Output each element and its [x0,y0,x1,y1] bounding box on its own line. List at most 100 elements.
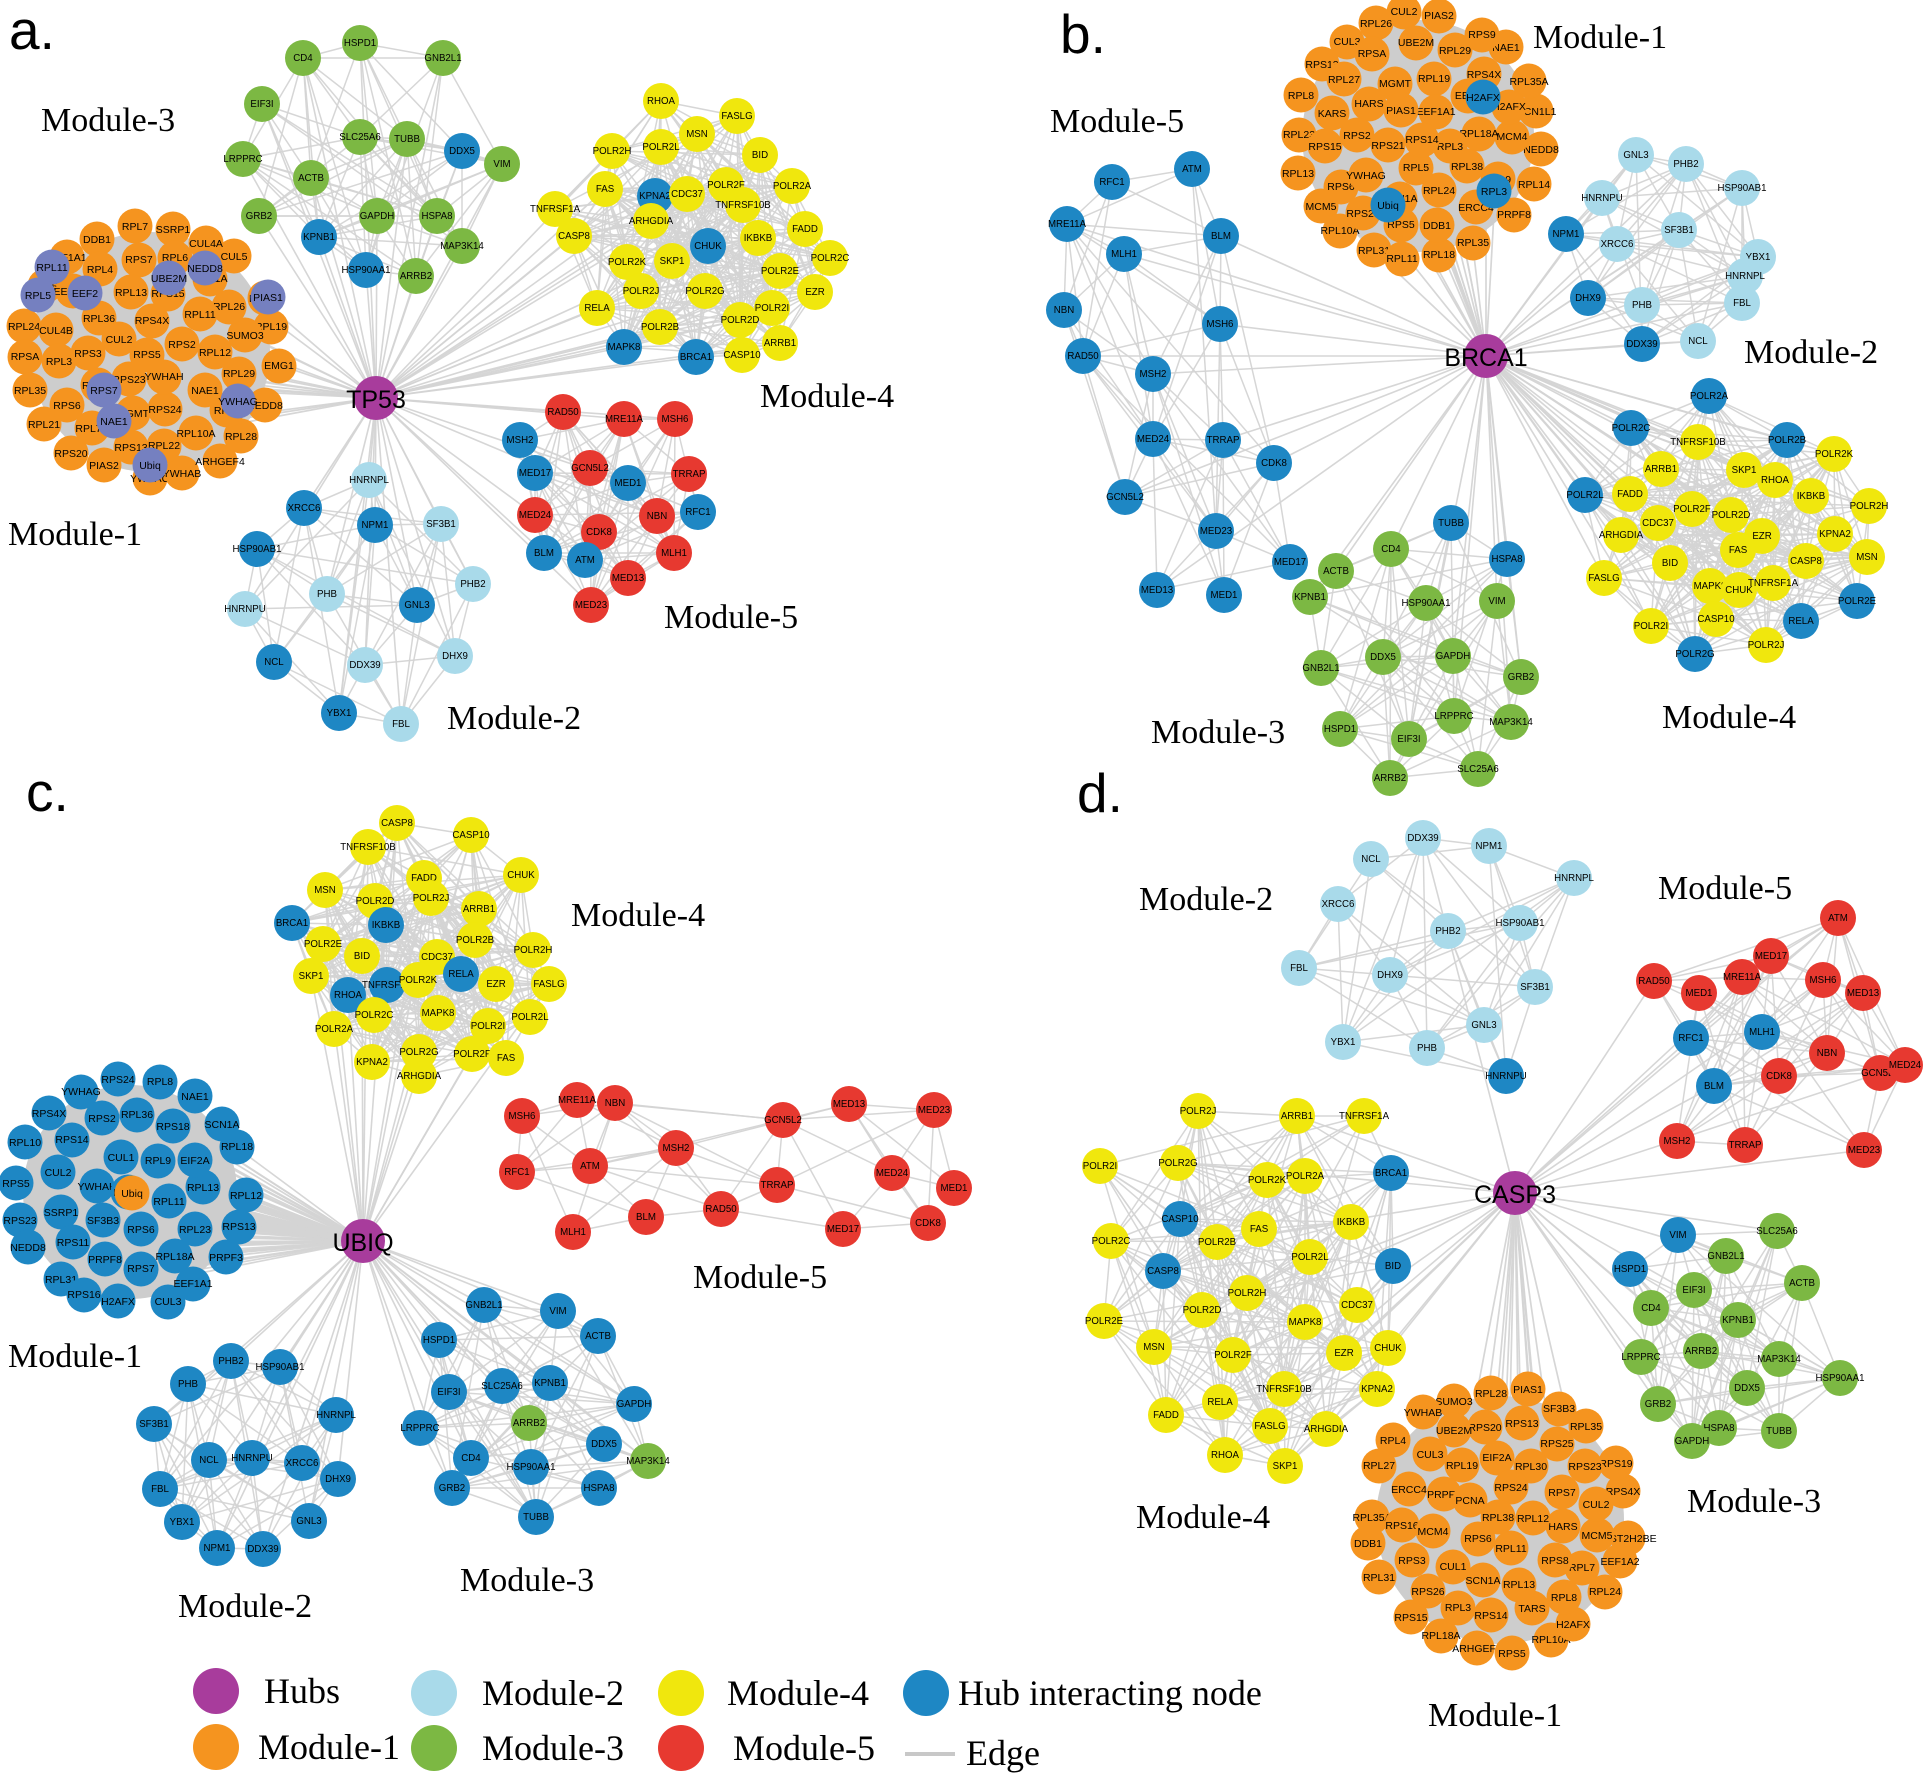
svg-text:MRE11A: MRE11A [558,1095,597,1106]
svg-text:b.: b. [1060,3,1106,65]
svg-text:CUL3: CUL3 [1417,1449,1444,1461]
svg-text:RPL3: RPL3 [1437,141,1463,153]
svg-text:RHOA: RHOA [1761,475,1790,486]
svg-text:MED17: MED17 [1274,557,1306,568]
svg-text:RPL21: RPL21 [28,419,60,431]
svg-text:POLR2H: POLR2H [1850,501,1889,512]
svg-text:CDC37: CDC37 [671,189,703,200]
svg-text:RPL5: RPL5 [25,290,51,302]
svg-text:RPL19: RPL19 [255,321,287,333]
svg-text:RPS4X: RPS4X [32,1108,66,1120]
svg-text:TNFRSF10B: TNFRSF10B [715,200,770,211]
svg-text:EIF3I: EIF3I [250,99,273,110]
svg-text:POLR2J: POLR2J [413,893,450,904]
svg-text:ACTB: ACTB [1789,1278,1815,1289]
svg-text:ERCC4: ERCC4 [1391,1484,1427,1496]
svg-text:Module-2: Module-2 [482,1673,624,1713]
svg-text:RHOA: RHOA [647,96,676,107]
svg-text:CUL2: CUL2 [1391,6,1418,18]
svg-text:RPL31: RPL31 [45,1274,77,1286]
svg-text:H2AFX: H2AFX [1466,92,1500,104]
svg-text:RPL14: RPL14 [1518,179,1550,191]
svg-text:PHB2: PHB2 [460,579,485,590]
svg-text:CASP10: CASP10 [1161,1214,1199,1225]
svg-text:CASP8: CASP8 [558,231,590,242]
svg-text:RPS25: RPS25 [1540,1438,1573,1450]
svg-text:MED1: MED1 [615,478,642,489]
svg-text:GNL3: GNL3 [296,1516,321,1527]
svg-text:PIAS1: PIAS1 [1386,105,1416,117]
svg-text:RPL31: RPL31 [1358,245,1390,257]
svg-text:RPL13: RPL13 [1282,168,1314,180]
svg-text:DDX39: DDX39 [247,1544,278,1555]
svg-text:RPL7: RPL7 [122,221,148,233]
svg-text:RPL11: RPL11 [1495,1543,1526,1555]
svg-text:RPS14: RPS14 [1405,134,1438,146]
svg-text:EEF1A1: EEF1A1 [173,1278,212,1290]
svg-text:POLR2G: POLR2G [685,286,724,297]
svg-text:PCNA: PCNA [1455,1495,1484,1507]
svg-text:Ubiq: Ubiq [121,1188,143,1200]
svg-text:DHX9: DHX9 [1377,970,1403,981]
svg-text:BRCA1: BRCA1 [680,352,712,363]
svg-text:MRE11A: MRE11A [1723,972,1762,983]
svg-text:PRPF3: PRPF3 [209,1252,243,1264]
svg-text:RPSA: RPSA [11,351,40,363]
svg-text:TNFRSF1A: TNFRSF1A [1339,1111,1390,1122]
svg-text:RPS2: RPS2 [1343,130,1371,142]
svg-text:NAE1: NAE1 [1492,42,1520,54]
svg-text:KPNA2: KPNA2 [1819,529,1851,540]
svg-text:POLR2G: POLR2G [1158,1158,1197,1169]
svg-text:MSH2: MSH2 [1140,369,1167,380]
svg-text:EZR: EZR [486,979,505,990]
svg-text:RPS5: RPS5 [1387,219,1415,231]
svg-text:RPS24: RPS24 [148,404,181,416]
svg-text:RPS7: RPS7 [90,385,118,397]
svg-text:RPL35: RPL35 [14,385,46,397]
svg-text:RPS13: RPS13 [114,442,147,454]
svg-text:RFC1: RFC1 [1678,1033,1703,1044]
svg-text:POLR2F: POLR2F [707,180,745,191]
svg-text:RPS16: RPS16 [1385,1520,1418,1532]
svg-text:MED23: MED23 [575,600,607,611]
svg-text:YWHAH: YWHAH [144,371,183,383]
svg-text:RPS11: RPS11 [57,1237,90,1249]
svg-text:MRE11A: MRE11A [1048,219,1087,230]
svg-text:GNB2L1: GNB2L1 [1302,663,1339,674]
svg-text:MSN: MSN [1143,1342,1165,1353]
svg-text:RPS20: RPS20 [54,448,87,460]
svg-text:CASP10: CASP10 [723,350,761,361]
svg-text:MCM5: MCM5 [1582,1530,1613,1542]
svg-text:TNFRSF10B: TNFRSF10B [1670,437,1725,448]
svg-text:RPS7: RPS7 [125,254,153,266]
svg-text:ARRB2: ARRB2 [1374,773,1406,784]
svg-text:KPNA2: KPNA2 [356,1057,388,1068]
svg-text:POLR2H: POLR2H [593,146,632,157]
svg-text:Module-3: Module-3 [1687,1483,1821,1520]
svg-text:MED24: MED24 [876,1168,909,1179]
svg-text:FADD: FADD [1617,489,1643,500]
svg-text:HSP90AA1: HSP90AA1 [1401,598,1450,609]
svg-text:HSP90AA1: HSP90AA1 [341,265,390,276]
svg-text:RPS20: RPS20 [1468,1422,1501,1434]
svg-text:Edge: Edge [966,1733,1040,1773]
svg-text:FAS: FAS [497,1053,516,1064]
svg-text:H2AFX: H2AFX [1492,101,1526,113]
svg-text:RPL8: RPL8 [147,1076,173,1088]
svg-text:POLR2L: POLR2L [511,1012,549,1023]
svg-text:POLR2D: POLR2D [721,315,760,326]
svg-text:RELA: RELA [584,303,610,314]
svg-text:RPL18A: RPL18A [1459,128,1498,140]
svg-text:NBN: NBN [605,1098,625,1109]
svg-text:RPS13: RPS13 [1505,1418,1538,1430]
svg-text:BRCA1: BRCA1 [276,918,308,929]
svg-text:GNL3: GNL3 [1623,150,1648,161]
svg-text:MSN: MSN [686,129,708,140]
svg-text:LRPPRC: LRPPRC [1621,1352,1660,1363]
svg-text:GNL3: GNL3 [1471,1020,1496,1031]
svg-text:ARRB2: ARRB2 [513,1418,545,1429]
svg-text:BLM: BLM [1211,231,1231,242]
svg-text:CASP8: CASP8 [1790,556,1822,567]
svg-text:SF3B3: SF3B3 [87,1215,119,1227]
svg-text:POLR2B: POLR2B [1768,435,1806,446]
